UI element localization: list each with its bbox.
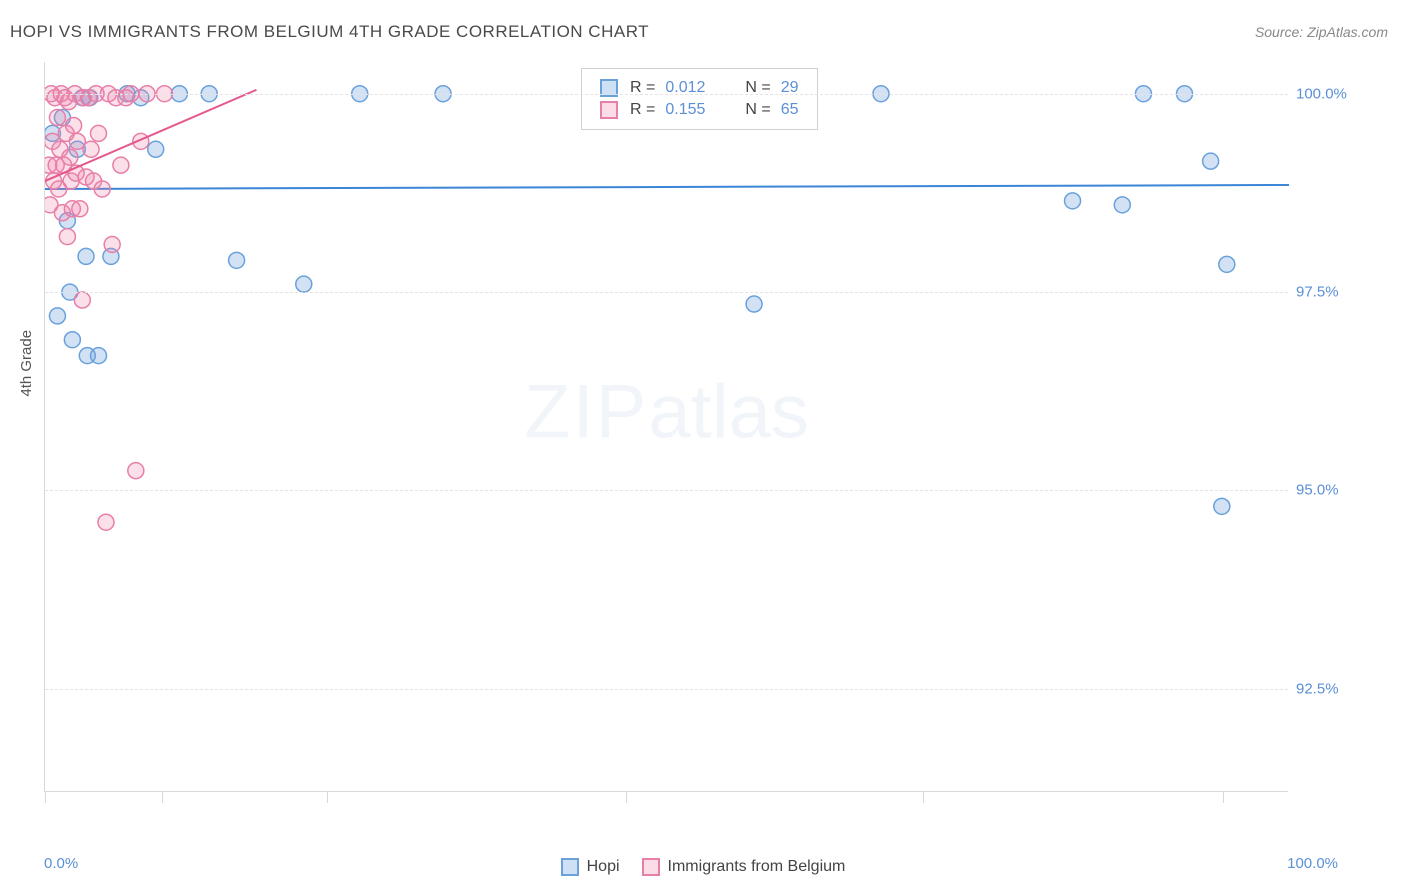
scatter-point <box>72 201 88 217</box>
legend-swatch <box>600 101 618 119</box>
scatter-point <box>64 332 80 348</box>
scatter-point <box>746 296 762 312</box>
scatter-point <box>94 181 110 197</box>
gridline <box>45 689 1288 690</box>
plot-area: ZIPatlas R = 0.012N = 29R = 0.155N = 65 … <box>44 62 1288 792</box>
x-tick <box>327 791 328 803</box>
legend-swatch <box>561 858 579 876</box>
scatter-point <box>1219 256 1235 272</box>
legend-series-label: Hopi <box>587 858 620 876</box>
legend-row: R = 0.155 N = 65 <box>600 99 799 121</box>
source-credit: Source: ZipAtlas.com <box>1255 24 1388 40</box>
legend-series-item: Immigrants from Belgium <box>642 858 846 876</box>
gridline <box>45 490 1288 491</box>
scatter-point <box>66 117 82 133</box>
scatter-point <box>113 157 129 173</box>
scatter-point <box>83 141 99 157</box>
scatter-point <box>49 110 65 126</box>
y-tick-label: 97.5% <box>1296 284 1386 301</box>
scatter-point <box>1114 197 1130 213</box>
scatter-point <box>78 248 94 264</box>
scatter-point <box>296 276 312 292</box>
scatter-point <box>74 292 90 308</box>
y-tick-label: 95.0% <box>1296 482 1386 499</box>
scatter-point <box>59 229 75 245</box>
legend-n-label: N = <box>745 101 770 119</box>
scatter-point <box>104 237 120 253</box>
scatter-point <box>49 308 65 324</box>
x-tick <box>45 791 46 803</box>
scatter-point <box>148 141 164 157</box>
legend-r-value: 0.155 <box>665 101 705 119</box>
x-tick <box>162 791 163 803</box>
legend-row: R = 0.012N = 29 <box>600 77 799 99</box>
scatter-point <box>1065 193 1081 209</box>
x-tick <box>1223 791 1224 803</box>
legend-n-value: 65 <box>781 101 799 119</box>
trend-line <box>45 185 1289 189</box>
chart-title: HOPI VS IMMIGRANTS FROM BELGIUM 4TH GRAD… <box>10 22 649 42</box>
gridline <box>45 94 1288 95</box>
scatter-point <box>1203 153 1219 169</box>
legend-swatch <box>642 858 660 876</box>
x-tick <box>626 791 627 803</box>
y-axis-title: 4th Grade <box>18 330 35 397</box>
scatter-point <box>98 514 114 530</box>
gridline <box>45 292 1288 293</box>
scatter-point <box>90 125 106 141</box>
chart-svg <box>45 62 1289 792</box>
scatter-point <box>90 348 106 364</box>
scatter-point <box>1214 498 1230 514</box>
scatter-point <box>62 149 78 165</box>
y-tick-label: 100.0% <box>1296 85 1386 102</box>
scatter-point <box>229 252 245 268</box>
y-tick-label: 92.5% <box>1296 680 1386 697</box>
x-tick <box>923 791 924 803</box>
legend-series-item: Hopi <box>561 858 620 876</box>
scatter-point <box>128 463 144 479</box>
legend-series-label: Immigrants from Belgium <box>668 858 846 876</box>
header-row: HOPI VS IMMIGRANTS FROM BELGIUM 4TH GRAD… <box>10 22 1388 42</box>
legend-correlation: R = 0.012N = 29 R = 0.155 N = 65 <box>581 68 818 130</box>
legend-series: Hopi Immigrants from Belgium <box>0 858 1406 876</box>
legend-r-label: R = <box>630 101 655 119</box>
